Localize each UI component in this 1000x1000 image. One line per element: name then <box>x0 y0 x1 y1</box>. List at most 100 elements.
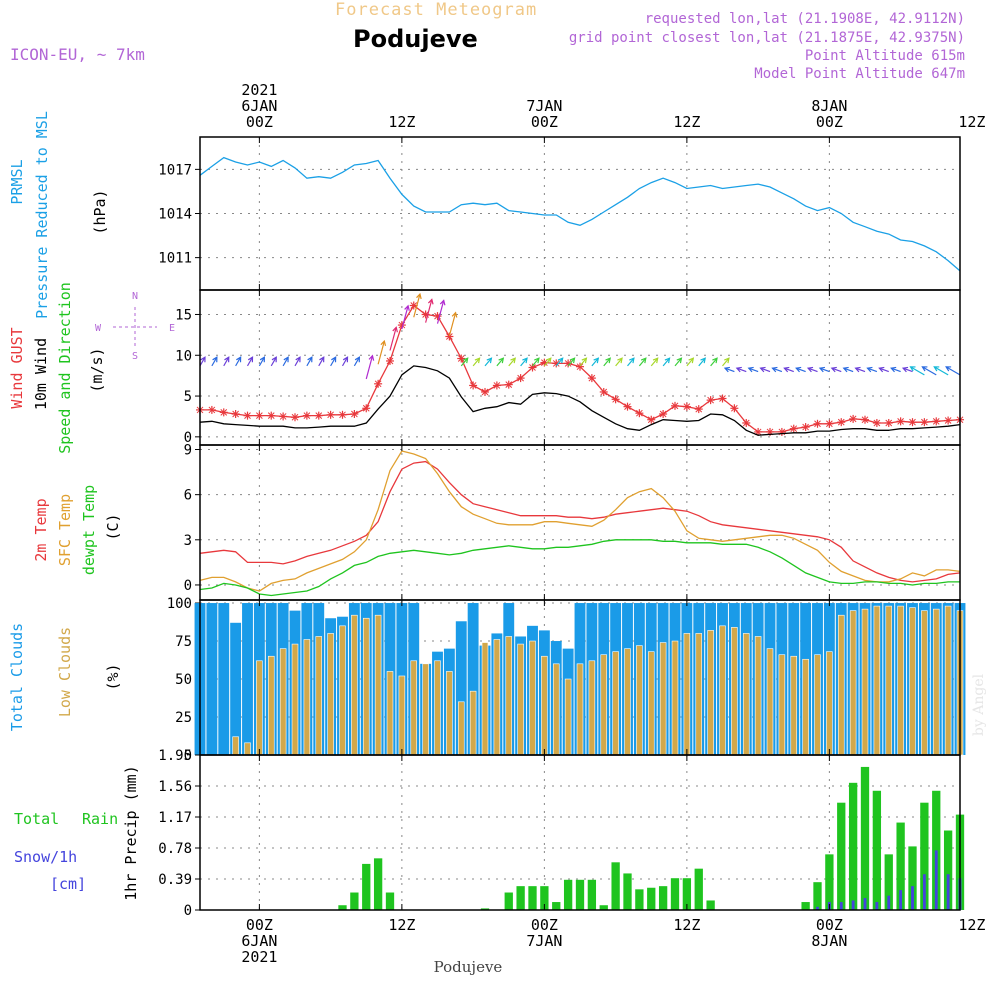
y-tick-label: 1.95 <box>158 748 192 764</box>
gust-marker <box>231 410 240 418</box>
low-cloud-bar <box>659 642 667 756</box>
y-tick-label: 0 <box>184 578 192 594</box>
gust-marker <box>219 408 228 417</box>
wind-direction-arrow <box>866 366 878 373</box>
panel-temperature: 0 3 6 9 <box>184 443 961 601</box>
low-cloud-bar <box>909 607 916 756</box>
low-cloud-bar <box>873 605 881 756</box>
gust-marker <box>386 356 394 365</box>
low-cloud-bar <box>552 663 560 756</box>
time-axis-label: 12Z <box>958 916 985 934</box>
time-axis-label: 6JAN <box>241 97 277 115</box>
wind-direction-arrow <box>413 292 422 318</box>
low-cloud-bar <box>944 605 952 756</box>
low-cloud-bar <box>374 614 382 756</box>
gust-marker <box>374 379 383 388</box>
rain-bar <box>338 905 347 910</box>
time-axis-label: 12Z <box>958 113 985 131</box>
gust-marker <box>789 424 798 433</box>
time-axis-label: 2021 <box>241 81 277 99</box>
time-axis-label: 12Z <box>388 113 415 131</box>
low-cloud-bar <box>707 630 714 756</box>
y-axis-label: 2m Temp <box>32 498 50 561</box>
wind-direction-arrow <box>472 357 481 367</box>
y-tick-label: 75 <box>175 634 192 650</box>
rain-bar <box>623 873 632 910</box>
series-line-sfc-temp <box>199 450 961 592</box>
low-cloud-bar <box>588 660 596 756</box>
time-axis-label: 00Z <box>246 916 273 934</box>
rain-bar <box>575 879 585 910</box>
gust-marker <box>481 387 489 396</box>
low-cloud-bar <box>695 633 703 756</box>
gust-marker <box>861 415 869 424</box>
low-cloud-bar <box>410 660 418 756</box>
y-tick-label: 0.39 <box>158 872 192 888</box>
low-cloud-bar <box>398 675 406 756</box>
rain-bar <box>872 790 882 910</box>
y-axis-label: Wind GUST <box>8 327 26 408</box>
y-tick-label: 0.78 <box>158 841 192 857</box>
time-axis-label: 7JAN <box>526 97 562 115</box>
low-cloud-bar <box>742 633 750 756</box>
wind-direction-arrow <box>484 357 493 367</box>
low-cloud-bar <box>921 610 928 756</box>
y-tick-label: 10 <box>175 348 192 364</box>
y-axis-label: Total Clouds <box>8 623 26 731</box>
low-cloud-bar <box>315 636 323 756</box>
gust-marker <box>872 418 881 427</box>
rain-bar <box>540 886 549 910</box>
y-axis-label: 10m Wind <box>32 338 50 410</box>
wind-direction-arrow <box>199 356 206 367</box>
y-axis-label: (m/s) <box>88 347 106 392</box>
gust-marker <box>243 411 252 420</box>
gust-marker <box>587 374 596 383</box>
gust-marker <box>469 381 478 390</box>
wind-direction-arrow <box>650 357 659 367</box>
time-axis-label: 00Z <box>816 113 843 131</box>
gust-marker <box>944 416 953 425</box>
wind-direction-arrow <box>579 357 588 367</box>
gust-marker <box>659 410 668 418</box>
gust-marker <box>813 419 822 428</box>
snow-bar <box>911 886 914 910</box>
gust-marker <box>457 354 466 363</box>
y-axis-label: (C) <box>104 513 122 540</box>
gust-marker <box>718 394 727 403</box>
wind-direction-arrow <box>246 356 254 367</box>
low-cloud-bar <box>802 658 809 756</box>
wind-direction-arrow <box>759 366 771 373</box>
low-cloud-bar <box>576 663 584 756</box>
low-cloud-bar <box>279 648 287 756</box>
total-cloud-bar <box>230 622 242 755</box>
rain-bar <box>516 886 525 910</box>
wind-direction-arrow <box>722 357 730 367</box>
rain-bar <box>635 889 644 910</box>
compass-e: E <box>169 323 175 334</box>
wind-direction-arrow <box>795 366 806 373</box>
rain-bar <box>587 879 597 910</box>
wind-direction-arrow <box>389 326 398 351</box>
gust-marker <box>576 362 584 371</box>
y-axis-label: dewpt Temp <box>80 485 98 575</box>
snow-bar <box>863 898 867 910</box>
wind-direction-arrow <box>258 356 266 367</box>
panel-clouds: 0 25 50 75 100 <box>167 596 966 764</box>
wind-direction-arrow <box>270 356 277 367</box>
wind-direction-arrow <box>783 366 794 373</box>
gust-marker <box>647 415 656 424</box>
snow-bar <box>851 900 855 910</box>
gust-marker <box>896 417 905 426</box>
chart-title: Forecast Meteogram <box>335 0 537 20</box>
wind-direction-arrow <box>747 366 759 373</box>
low-cloud-bar <box>362 617 370 756</box>
wind-direction-arrow <box>945 366 961 376</box>
rain-bar <box>801 902 810 910</box>
time-axis-label: 2021 <box>241 948 277 966</box>
snow-bar <box>887 895 891 910</box>
wind-direction-arrow <box>318 356 325 367</box>
wind-direction-arrow <box>723 366 735 373</box>
low-cloud-bar <box>719 625 726 756</box>
snow-bar <box>922 874 926 910</box>
